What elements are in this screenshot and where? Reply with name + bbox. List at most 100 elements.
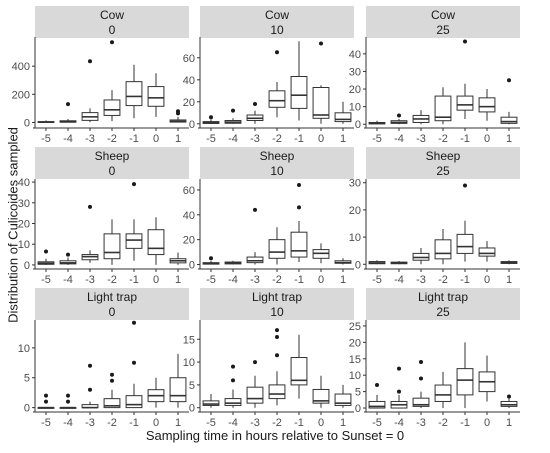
panel-3-y-tick-label: 20: [349, 84, 361, 96]
panel-3-x-tick-label: -2: [438, 133, 448, 145]
panel-8-x-tick-label: 0: [318, 417, 324, 429]
panel-1-x-tick-label: -5: [41, 133, 51, 145]
panel-9-outlier: [507, 394, 511, 399]
panel-9-x-tick-label: -4: [394, 417, 404, 429]
panel-5-x-tick-label: -5: [206, 274, 216, 286]
panel-8-outlier: [275, 334, 279, 339]
panel-6-x-tick-label: 0: [484, 274, 490, 286]
panel-8-y-tick-label: 0: [189, 403, 195, 415]
panel-9-outlier: [397, 389, 401, 394]
panel-5-y-tick-label: 40: [183, 210, 195, 222]
panel-7-box: [103, 398, 121, 409]
panel-2-outlier: [253, 102, 257, 106]
panel-5-x-tick-label: -3: [250, 274, 260, 286]
panel-7-box: [125, 395, 143, 409]
panel-8-strip: [200, 288, 354, 320]
panel-1-outlier: [110, 40, 114, 45]
panel-3-y-tick-label: 30: [349, 66, 361, 78]
panel-7-box: [169, 377, 187, 403]
panel-3-y-tick-label: 10: [349, 102, 361, 114]
panel-7-outlier: [132, 360, 136, 365]
panel-4-outlier: [66, 252, 70, 257]
panel-5-strip-value: 10: [270, 164, 284, 178]
panel-9-box: [456, 368, 474, 396]
panel-4-x-tick-label: -5: [41, 274, 51, 286]
panel-2-x-tick-label: -4: [228, 133, 238, 145]
panel-1-x-tick-label: -2: [107, 133, 117, 145]
panel-8-outlier: [231, 378, 235, 383]
panel-6-strip-value: 25: [436, 164, 450, 178]
panel-9-y-tick-label: 15: [349, 354, 361, 366]
panel-7-outlier: [66, 393, 70, 398]
panel-5-x-tick-label: -1: [294, 274, 304, 286]
panel-2-outlier: [275, 50, 279, 55]
panel-4-outlier: [44, 249, 48, 254]
panel-7-x-tick-label: -5: [41, 417, 51, 429]
panel-3-x-tick-label: -4: [394, 133, 404, 145]
panel-6-y-tick-label: 10: [349, 232, 361, 244]
panel-6-x-tick-label: 1: [506, 274, 512, 286]
panel-9-y-tick-label: 20: [349, 337, 361, 349]
panel-4-y-tick-label: 20: [18, 219, 30, 231]
panel-5-x-tick-label: 1: [340, 274, 346, 286]
panel-8-box: [202, 400, 220, 406]
panel-2-x-tick-label: -3: [250, 133, 260, 145]
panel-6-y-tick-label: 30: [349, 178, 361, 190]
panel-5-box: [246, 256, 264, 264]
panel-8-box: [334, 393, 352, 406]
panel-1-strip-host: Cow: [100, 8, 124, 22]
panel-9-y-tick-label: 5: [355, 387, 361, 399]
panel-8-x-tick-label: -2: [272, 417, 282, 429]
panel-1-outlier: [176, 109, 180, 114]
panel-4-x-tick-label: 1: [175, 274, 181, 286]
panel-4-y-tick-label: 10: [18, 239, 30, 251]
panel-9-outlier: [419, 376, 423, 381]
panel-9-outlier: [397, 366, 401, 371]
panel-7-strip: [35, 288, 189, 320]
panel-2-box: [334, 112, 352, 123]
panel-2-x-tick-label: -5: [206, 133, 216, 145]
panel-8-outlier: [231, 364, 235, 369]
panel-8-box: [268, 384, 286, 400]
panel-4-y-tick-label: 0: [24, 260, 30, 272]
panel-4-box: [147, 229, 165, 256]
panel-7-outlier: [66, 399, 70, 404]
panel-8-outlier: [253, 360, 257, 365]
panel-6-outlier: [463, 183, 467, 188]
panel-5-strip: [200, 147, 354, 179]
panel-9-box: [368, 400, 386, 409]
panel-2-outlier: [209, 115, 213, 120]
panel-7-y-tick-label: 0: [24, 403, 30, 415]
panel-6-x-tick-label: -4: [394, 274, 404, 286]
panel-1-x-tick-label: 1: [175, 133, 181, 145]
panel-2-x-tick-label: 0: [318, 133, 324, 145]
panel-3-box: [478, 97, 496, 113]
panel-3-box: [434, 95, 452, 122]
panel-5-strip-host: Sheep: [260, 149, 295, 163]
panel-1-x-tick-label: -3: [85, 133, 95, 145]
panel-5-x-tick-label: -2: [272, 274, 282, 286]
panel-4-outlier: [132, 182, 136, 187]
panel-7-y-tick-label: 10: [18, 343, 30, 355]
panel-2-strip: [200, 6, 354, 38]
panel-1-y-tick-label: 400: [12, 61, 30, 73]
panel-5-outlier: [297, 205, 301, 210]
panel-5-x-tick-label: -4: [228, 274, 238, 286]
panel-8-strip-value: 10: [270, 305, 284, 319]
panel-8-y-tick-label: 10: [183, 357, 195, 369]
panel-1-y-tick-label: 200: [12, 89, 30, 101]
panel-9-outlier: [419, 360, 423, 365]
panel-7-x-tick-label: -2: [107, 417, 117, 429]
panel-2-y-tick-label: 20: [183, 97, 195, 109]
panel-5-y-tick-label: 0: [189, 260, 195, 272]
panel-3-y-tick-label: 0: [355, 119, 361, 131]
panel-7-x-tick-label: -4: [63, 417, 73, 429]
panel-1-box: [147, 86, 165, 107]
panel-7-outlier: [44, 399, 48, 404]
panel-5-outlier: [209, 256, 213, 261]
panel-4-outlier: [88, 204, 92, 209]
panel-5-x-tick-label: 0: [318, 274, 324, 286]
panel-3-outlier: [463, 39, 467, 44]
panel-9-x-tick-label: -1: [460, 417, 470, 429]
panel-4-strip-host: Sheep: [95, 149, 130, 163]
